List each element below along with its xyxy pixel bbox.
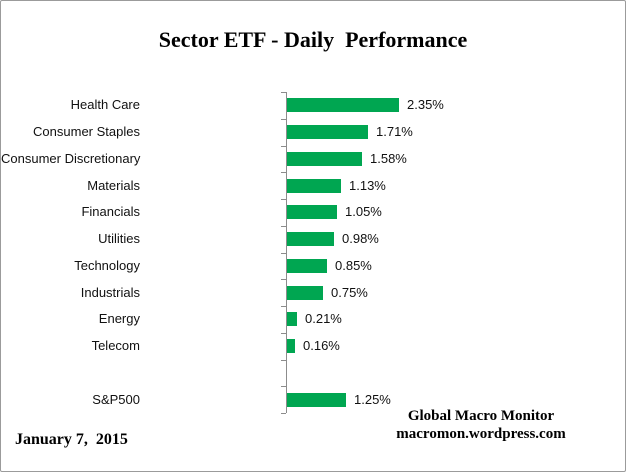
bar xyxy=(287,205,337,219)
bar xyxy=(287,312,297,326)
bar xyxy=(287,339,295,353)
value-label: 1.05% xyxy=(345,204,382,219)
category-label: Materials xyxy=(87,178,140,193)
category-label: Consumer Staples xyxy=(33,124,140,139)
value-label: 0.75% xyxy=(331,285,368,300)
bar xyxy=(287,179,341,193)
bar xyxy=(287,125,368,139)
bar xyxy=(287,152,362,166)
axis-tick xyxy=(281,199,286,200)
value-label: 0.21% xyxy=(305,311,342,326)
category-label: Technology xyxy=(74,258,140,273)
chart-title: Sector ETF - Daily Performance xyxy=(158,27,468,52)
axis-tick xyxy=(281,360,286,361)
category-label: Telecom xyxy=(91,338,140,353)
axis-tick xyxy=(281,119,286,120)
axis-tick xyxy=(281,279,286,280)
value-label: 1.25% xyxy=(354,392,391,407)
category-label: Consumer Discretionary xyxy=(1,151,141,166)
bar xyxy=(287,393,346,407)
value-label: 1.71% xyxy=(376,124,413,139)
category-label: Financials xyxy=(81,204,140,219)
bar xyxy=(287,259,327,273)
category-label: Health Care xyxy=(70,97,140,112)
attribution-url: macromon.wordpress.com xyxy=(396,426,566,442)
value-label: 2.35% xyxy=(407,97,444,112)
axis-tick xyxy=(281,333,286,334)
axis-tick xyxy=(281,386,286,387)
axis-tick xyxy=(281,92,286,93)
axis-tick xyxy=(281,226,286,227)
value-label: 0.98% xyxy=(342,231,379,246)
axis-tick xyxy=(281,413,286,414)
category-label: S&P500 xyxy=(92,392,140,407)
category-axis-line xyxy=(286,92,287,413)
attribution: Global Macro Monitor macromon.wordpress.… xyxy=(381,407,581,443)
value-label: 1.13% xyxy=(349,178,386,193)
category-label: Energy xyxy=(98,311,140,326)
category-label: Industrials xyxy=(80,285,140,300)
bar xyxy=(287,286,323,300)
value-label: 0.16% xyxy=(303,338,340,353)
axis-tick xyxy=(281,172,286,173)
axis-tick xyxy=(281,253,286,254)
bar xyxy=(287,98,399,112)
bar xyxy=(287,232,334,246)
axis-tick xyxy=(281,306,286,307)
value-label: 0.85% xyxy=(335,258,372,273)
attribution-source: Global Macro Monitor xyxy=(407,408,555,424)
category-label: Utilities xyxy=(98,231,140,246)
date-label: January 7, 2015 xyxy=(15,431,128,448)
value-label: 1.58% xyxy=(370,151,407,166)
axis-tick xyxy=(281,146,286,147)
